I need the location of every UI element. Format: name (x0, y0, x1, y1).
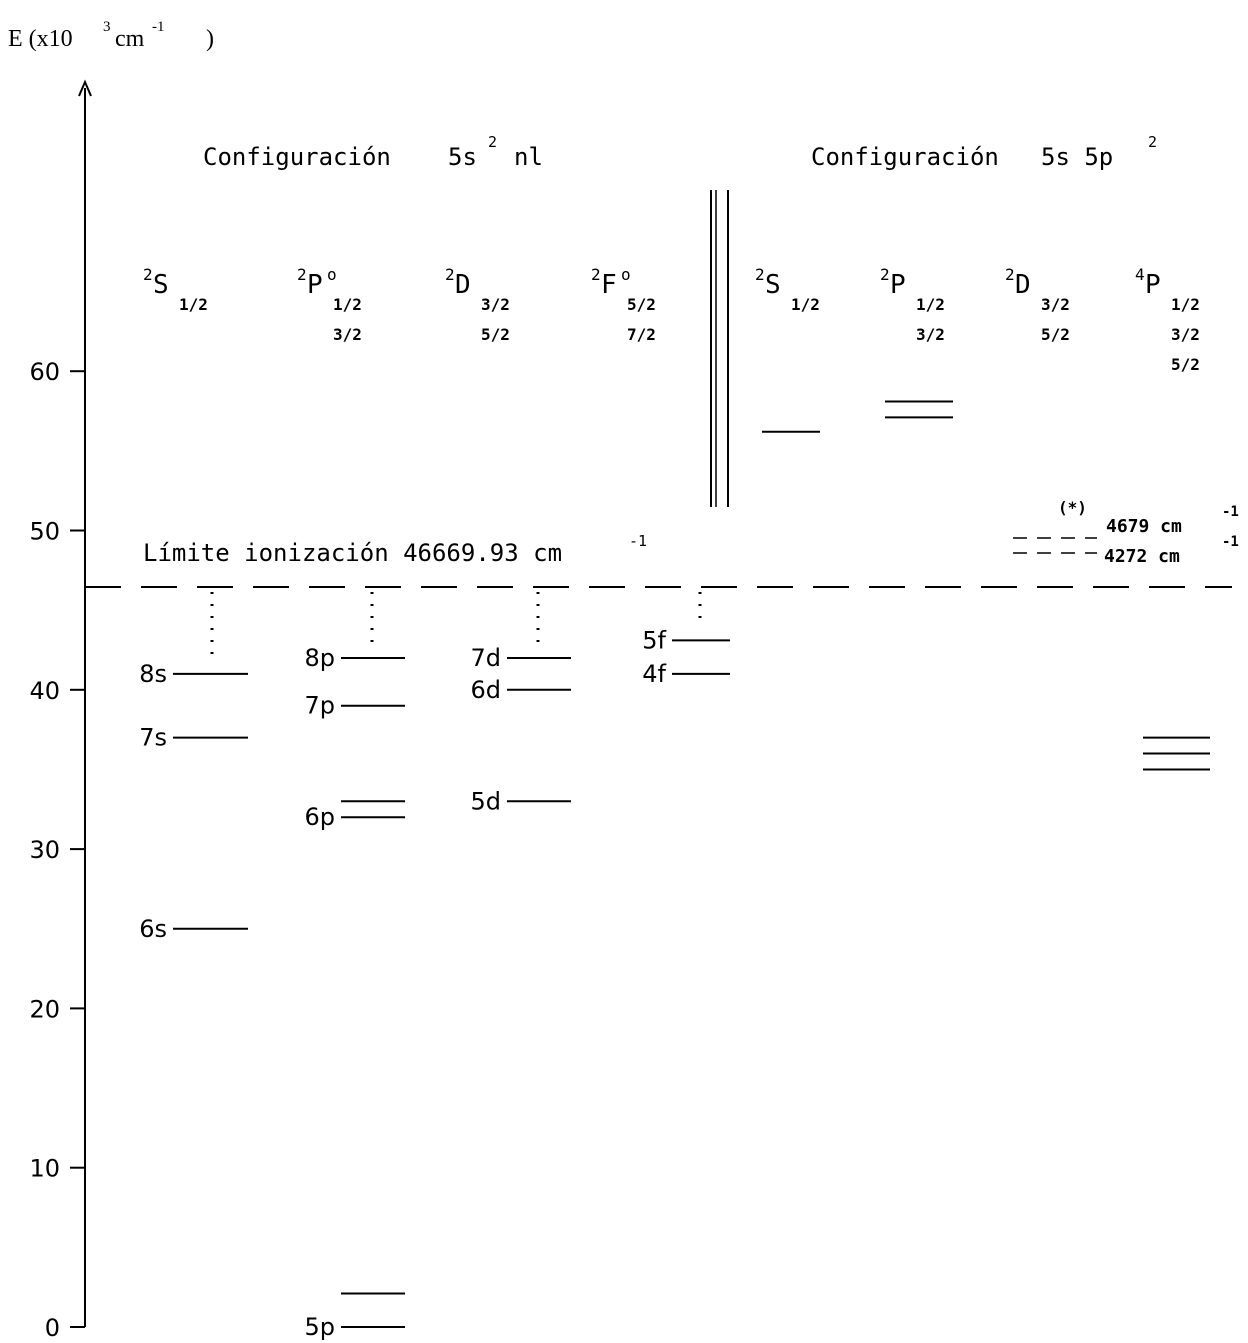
energy-level-label: 5d (470, 787, 501, 815)
ionization-label-exp: -1 (629, 532, 647, 550)
term-j-value: 1/2 (179, 295, 208, 314)
uncertain-note: (*) (1058, 498, 1087, 517)
axis-label-exp: 3 (103, 19, 111, 35)
axis-label-close: ) (206, 26, 214, 52)
y-axis-arrow-icon (78, 79, 92, 97)
y-axis-ticks: 0 10 20 30 40 50 60 (29, 358, 85, 1342)
term-j-value: 5/2 (1041, 325, 1070, 344)
term-letter: P (1145, 270, 1161, 300)
axis-label: E (x10 3 cm -1 ) (8, 19, 214, 52)
term-letter: F (601, 270, 617, 300)
right-config-exp: 2 (1148, 133, 1157, 151)
term-j-value: 3/2 (916, 325, 945, 344)
y-tick-label: 10 (29, 1155, 60, 1183)
term-letter: D (1015, 270, 1031, 300)
term-symbol: 2 D 3/2 5/2 (1005, 265, 1070, 344)
y-tick-label: 40 (29, 677, 60, 705)
term-parity: o (621, 265, 631, 284)
term-j-value: 7/2 (627, 325, 656, 344)
energy-levels: 6s 7s 8s 5p 6p 7p 8p 5d 6d 7d 4f 5f (139, 400, 1210, 1341)
term-j-value: 1/2 (1171, 295, 1200, 314)
right-config-a: 5s 5p (1041, 143, 1113, 171)
right-config-title: Configuración (811, 143, 999, 171)
left-config-exp: 2 (488, 133, 497, 151)
energy-level-label: 4f (642, 660, 666, 688)
y-tick-label: 0 (45, 1314, 60, 1342)
term-j-value: 3/2 (1041, 295, 1070, 314)
term-letter: D (455, 270, 471, 300)
term-letter: P (890, 270, 906, 300)
term-letter: P (307, 270, 323, 300)
ionization-label: Límite ionización 46669.93 cm (143, 539, 562, 567)
axis-label-unit-exp: -1 (152, 19, 165, 35)
term-multiplicity: 2 (143, 265, 153, 284)
energy-level-label: 6d (470, 676, 501, 704)
uncertain-value-b-exp: -1 (1222, 534, 1239, 550)
term-j-value: 1/2 (916, 295, 945, 314)
term-letter: S (153, 270, 169, 300)
uncertain-value-a: 4679 cm (1106, 516, 1182, 537)
uncertain-value-a-exp: -1 (1222, 504, 1239, 520)
energy-level-label: 7s (139, 724, 167, 752)
energy-level-label: 5f (642, 626, 666, 654)
energy-level-label: 8s (139, 660, 167, 688)
term-j-value: 5/2 (481, 325, 510, 344)
term-letter: S (765, 270, 781, 300)
term-multiplicity: 2 (880, 265, 890, 284)
term-multiplicity: 2 (445, 265, 455, 284)
term-multiplicity: 4 (1135, 265, 1145, 284)
y-tick-label: 50 (29, 518, 60, 546)
term-j-value: 3/2 (333, 325, 362, 344)
term-multiplicity: 2 (755, 265, 765, 284)
uncertain-value-b: 4272 cm (1104, 546, 1180, 567)
energy-level-label: 6s (139, 915, 167, 943)
term-symbol: 2 S 1/2 (143, 265, 208, 314)
ionization-limit: Límite ionización 46669.93 cm -1 (85, 532, 1232, 588)
term-multiplicity: 2 (1005, 265, 1015, 284)
series-convergence-dots (210, 592, 702, 660)
term-multiplicity: 2 (297, 265, 307, 284)
term-symbol: 4 P 1/2 3/2 5/2 (1135, 265, 1200, 374)
left-config-title: Configuración (203, 143, 391, 171)
right-config-header: Configuración 5s 5p 2 (811, 133, 1157, 171)
left-config-b: nl (514, 143, 543, 171)
y-tick-label: 60 (29, 358, 60, 386)
term-j-value: 3/2 (1171, 325, 1200, 344)
left-config-header: Configuración 5s 2 nl (203, 133, 543, 171)
energy-level-label: 6p (304, 803, 335, 831)
axis-label-unit: cm (115, 26, 145, 52)
term-j-value: 3/2 (481, 295, 510, 314)
energy-level-label: 7d (470, 644, 501, 672)
energy-level-label: 8p (304, 644, 335, 672)
uncertain-levels: (*) 4679 cm -1 4272 cm -1 (1013, 498, 1239, 567)
term-j-value: 5/2 (1171, 355, 1200, 374)
left-config-a: 5s (448, 143, 477, 171)
term-symbol: 2 S 1/2 (755, 265, 820, 314)
y-tick-label: 20 (29, 995, 60, 1023)
term-symbol: 2 D 3/2 5/2 (445, 265, 510, 344)
term-j-value: 5/2 (627, 295, 656, 314)
axis-label-main: E (x10 (8, 26, 73, 52)
term-multiplicity: 2 (591, 265, 601, 284)
term-j-value: 1/2 (333, 295, 362, 314)
y-tick-label: 30 (29, 836, 60, 864)
energy-level-label: 5p (304, 1313, 335, 1341)
energy-level-label: 7p (304, 692, 335, 720)
term-symbol: 2 P 1/2 3/2 (880, 265, 945, 344)
term-j-value: 1/2 (791, 295, 820, 314)
term-parity: o (327, 265, 337, 284)
